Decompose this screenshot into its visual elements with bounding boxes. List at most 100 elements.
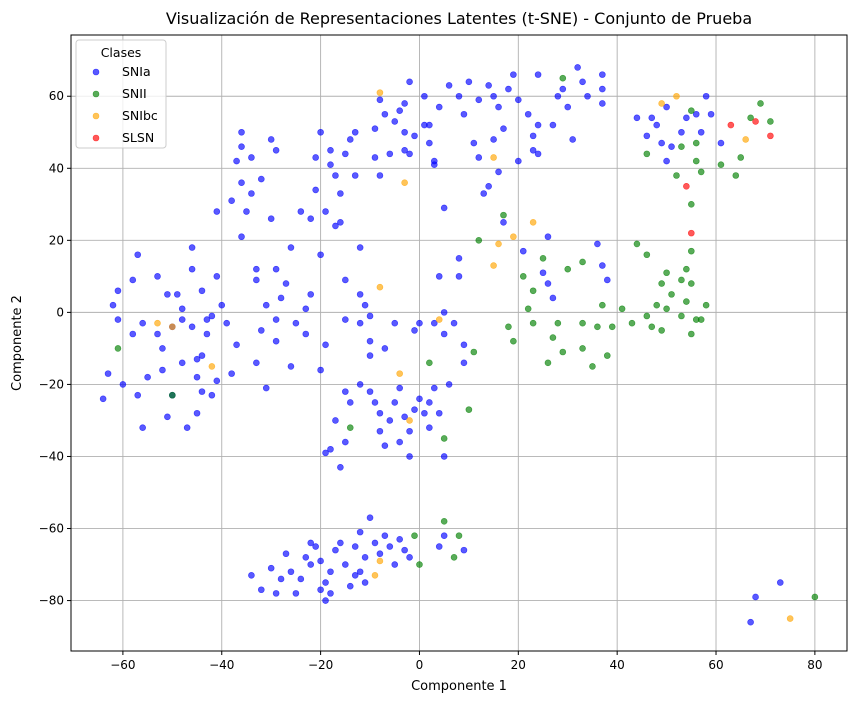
data-point-snibc [208,363,216,370]
y-tick-label: −80 [39,594,64,608]
data-point-snii [648,323,656,331]
data-point-snia [381,345,389,352]
data-point-snia [356,244,364,251]
data-point-snia [653,121,661,129]
data-point-snia [356,528,364,536]
data-point-snia [366,388,374,395]
data-point-snia [203,316,211,323]
data-point-snia [401,146,408,154]
data-point-snia [257,586,265,594]
data-point-snia [327,590,334,597]
data-point-snia [144,373,151,381]
data-point-snia [430,384,438,392]
data-point-snia [430,319,438,327]
data-point-snia [248,572,255,579]
data-point-snia [569,136,576,143]
data-point-snia [277,575,285,583]
data-point-snii [455,532,463,540]
data-point-snii [658,327,665,334]
data-point-snia [480,190,488,197]
data-point-snia [386,150,394,158]
data-point-snia [505,85,512,93]
data-point-snia [376,172,384,179]
data-point-snii [589,363,596,370]
data-point-snia [272,337,280,345]
data-point-snia [312,186,319,194]
data-point-snia [435,543,443,550]
data-point-snibc [529,219,537,226]
data-point-snia [406,150,413,158]
data-point-snia [391,319,399,327]
data-point-snii [643,251,651,259]
plot-frame [70,34,848,652]
x-axis-label: Componente 1 [411,679,507,694]
data-point-snia [411,406,418,413]
x-tick-label: 0 [416,658,424,672]
data-point-snia [500,125,507,132]
data-point-slsn [688,229,695,237]
data-point-snia [376,550,384,558]
y-tick-label: −60 [39,522,64,536]
data-point-snii [599,301,606,309]
data-point-snii [603,352,611,359]
data-point-snia [396,384,403,392]
data-point-snia [327,146,334,154]
legend-title: Clases [101,45,142,60]
data-point-snia [648,114,656,122]
data-point-snia [193,355,201,363]
data-point-snia [253,276,260,284]
data-point-snia [287,568,295,576]
data-point-snia [198,352,206,359]
data-point-snii [683,298,690,305]
data-point-snia [267,564,275,572]
data-point-snia [549,294,557,302]
data-point-snia [248,190,255,197]
data-point-snia [292,319,300,327]
data-point-snii [559,74,567,82]
data-point-snia [495,168,502,176]
data-point-snibc [169,323,176,331]
data-point-snii [505,323,512,331]
data-point-snii [663,305,670,313]
data-point-snia [381,110,389,118]
data-point-snia [475,154,483,161]
data-point-snia [584,92,591,100]
chart-title: Visualización de Representaciones Latent… [166,9,752,28]
data-point-snii [702,301,710,309]
data-point-snia [366,352,374,359]
data-point-snia [356,319,364,327]
data-point-snii [732,172,740,179]
data-point-snia [267,215,275,223]
legend-label: SLSN [122,130,154,145]
data-point-snia [668,143,675,150]
data-point-snibc [371,572,379,579]
data-point-snia [747,618,754,626]
data-point-snia [485,82,492,89]
data-point-snii [643,312,651,320]
data-point-snii [579,319,586,327]
data-point-snia [351,572,359,579]
data-point-snia [104,370,112,377]
data-point-snia [317,251,324,259]
data-point-snii [549,334,557,341]
data-point-snia [317,557,324,565]
x-tick-label: 40 [610,658,625,672]
data-point-snia [440,204,448,212]
data-point-snia [342,150,349,158]
data-point-snibc [401,179,408,186]
data-point-snia [312,543,319,550]
data-point-snia [277,294,285,302]
data-point-snia [416,319,423,327]
data-point-snii [608,323,616,331]
data-point-snia [307,215,315,223]
data-point-snia [544,233,552,241]
data-point-snii [697,168,705,176]
data-point-snia [376,427,384,435]
series-snibc [154,89,794,622]
data-point-snia [643,132,651,140]
data-point-snii [663,269,670,277]
legend-marker [92,112,100,120]
data-point-snia [549,121,557,129]
y-tick-label: 40 [49,161,64,175]
data-point-snia [426,121,433,129]
